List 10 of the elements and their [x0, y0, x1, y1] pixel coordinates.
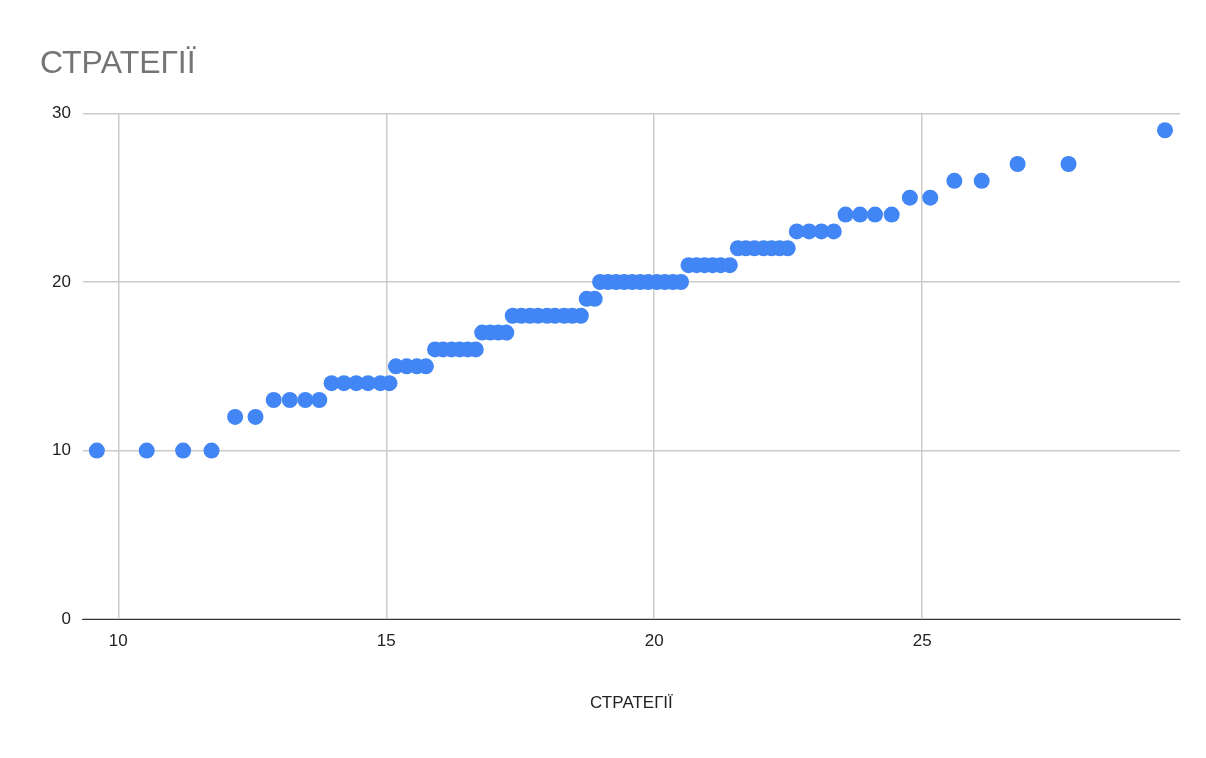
chart-title: СТРАТЕГІЇ	[40, 44, 196, 81]
x-tick-label: 10	[108, 631, 128, 651]
y-tick-label: 20	[51, 271, 71, 291]
y-tick-label: 0	[61, 608, 71, 628]
y-tick-label: 10	[51, 440, 71, 460]
x-tick-label: 20	[644, 631, 664, 651]
x-tick-label: 25	[912, 631, 932, 651]
x-tick-label: 15	[376, 631, 396, 651]
y-tick-label: 30	[51, 103, 71, 123]
x-axis-title: СТРАТЕГІЇ	[590, 693, 674, 713]
